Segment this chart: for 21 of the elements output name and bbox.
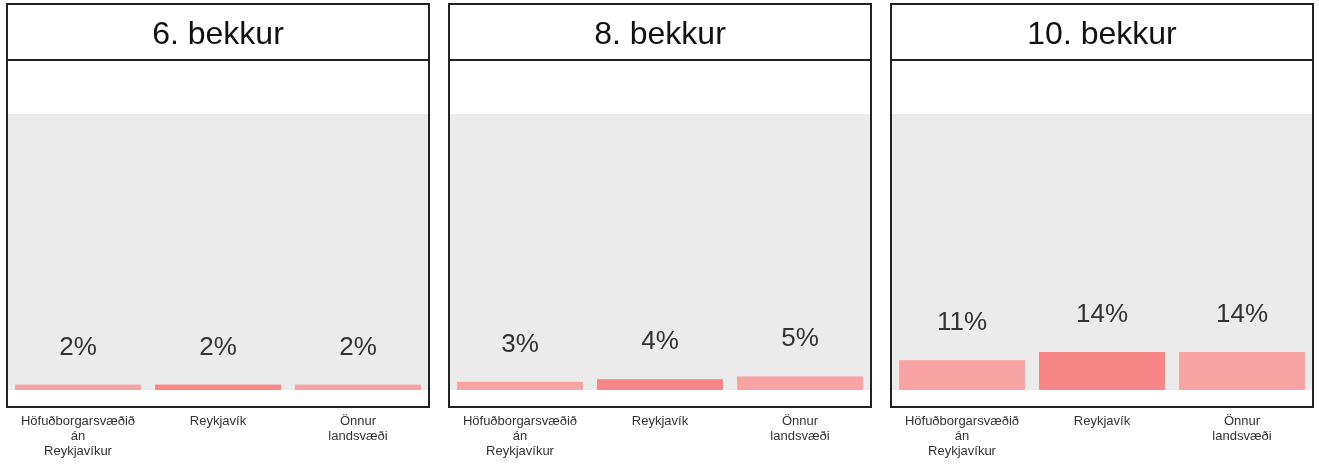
data-label: 3%: [501, 327, 539, 358]
x-tick-label: Höfuðborgarsvæðið án Reykjavíkur: [20, 413, 136, 458]
data-label: 14%: [1215, 298, 1269, 328]
data-label: 14%: [1075, 298, 1129, 328]
chart-title: 10. bekkur: [1027, 15, 1178, 51]
data-label: 2%: [339, 330, 377, 361]
chart-title: 8. bekkur: [594, 15, 727, 51]
chart-title: 6. bekkur: [152, 15, 285, 51]
x-tick-label: Reykjavík: [189, 413, 247, 428]
data-label: 11%: [936, 306, 988, 337]
x-tick-label: Reykjavík: [1073, 413, 1131, 428]
x-tick-label: Önnur landsvæði: [770, 413, 830, 443]
data-label: 2%: [199, 330, 237, 361]
x-tick-label: Höfuðborgarsvæðið án Reykjavíkur: [904, 413, 1020, 458]
x-tick-label: Reykjavík: [631, 413, 689, 428]
data-label: 5%: [781, 322, 819, 353]
x-tick-label: Önnur landsvæði: [1212, 413, 1272, 443]
x-tick-label: Höfuðborgarsvæðið án Reykjavíkur: [462, 413, 578, 458]
x-tick-label: Önnur landsvæði: [328, 413, 388, 443]
data-label: 4%: [641, 325, 679, 356]
data-label: 2%: [59, 330, 97, 361]
